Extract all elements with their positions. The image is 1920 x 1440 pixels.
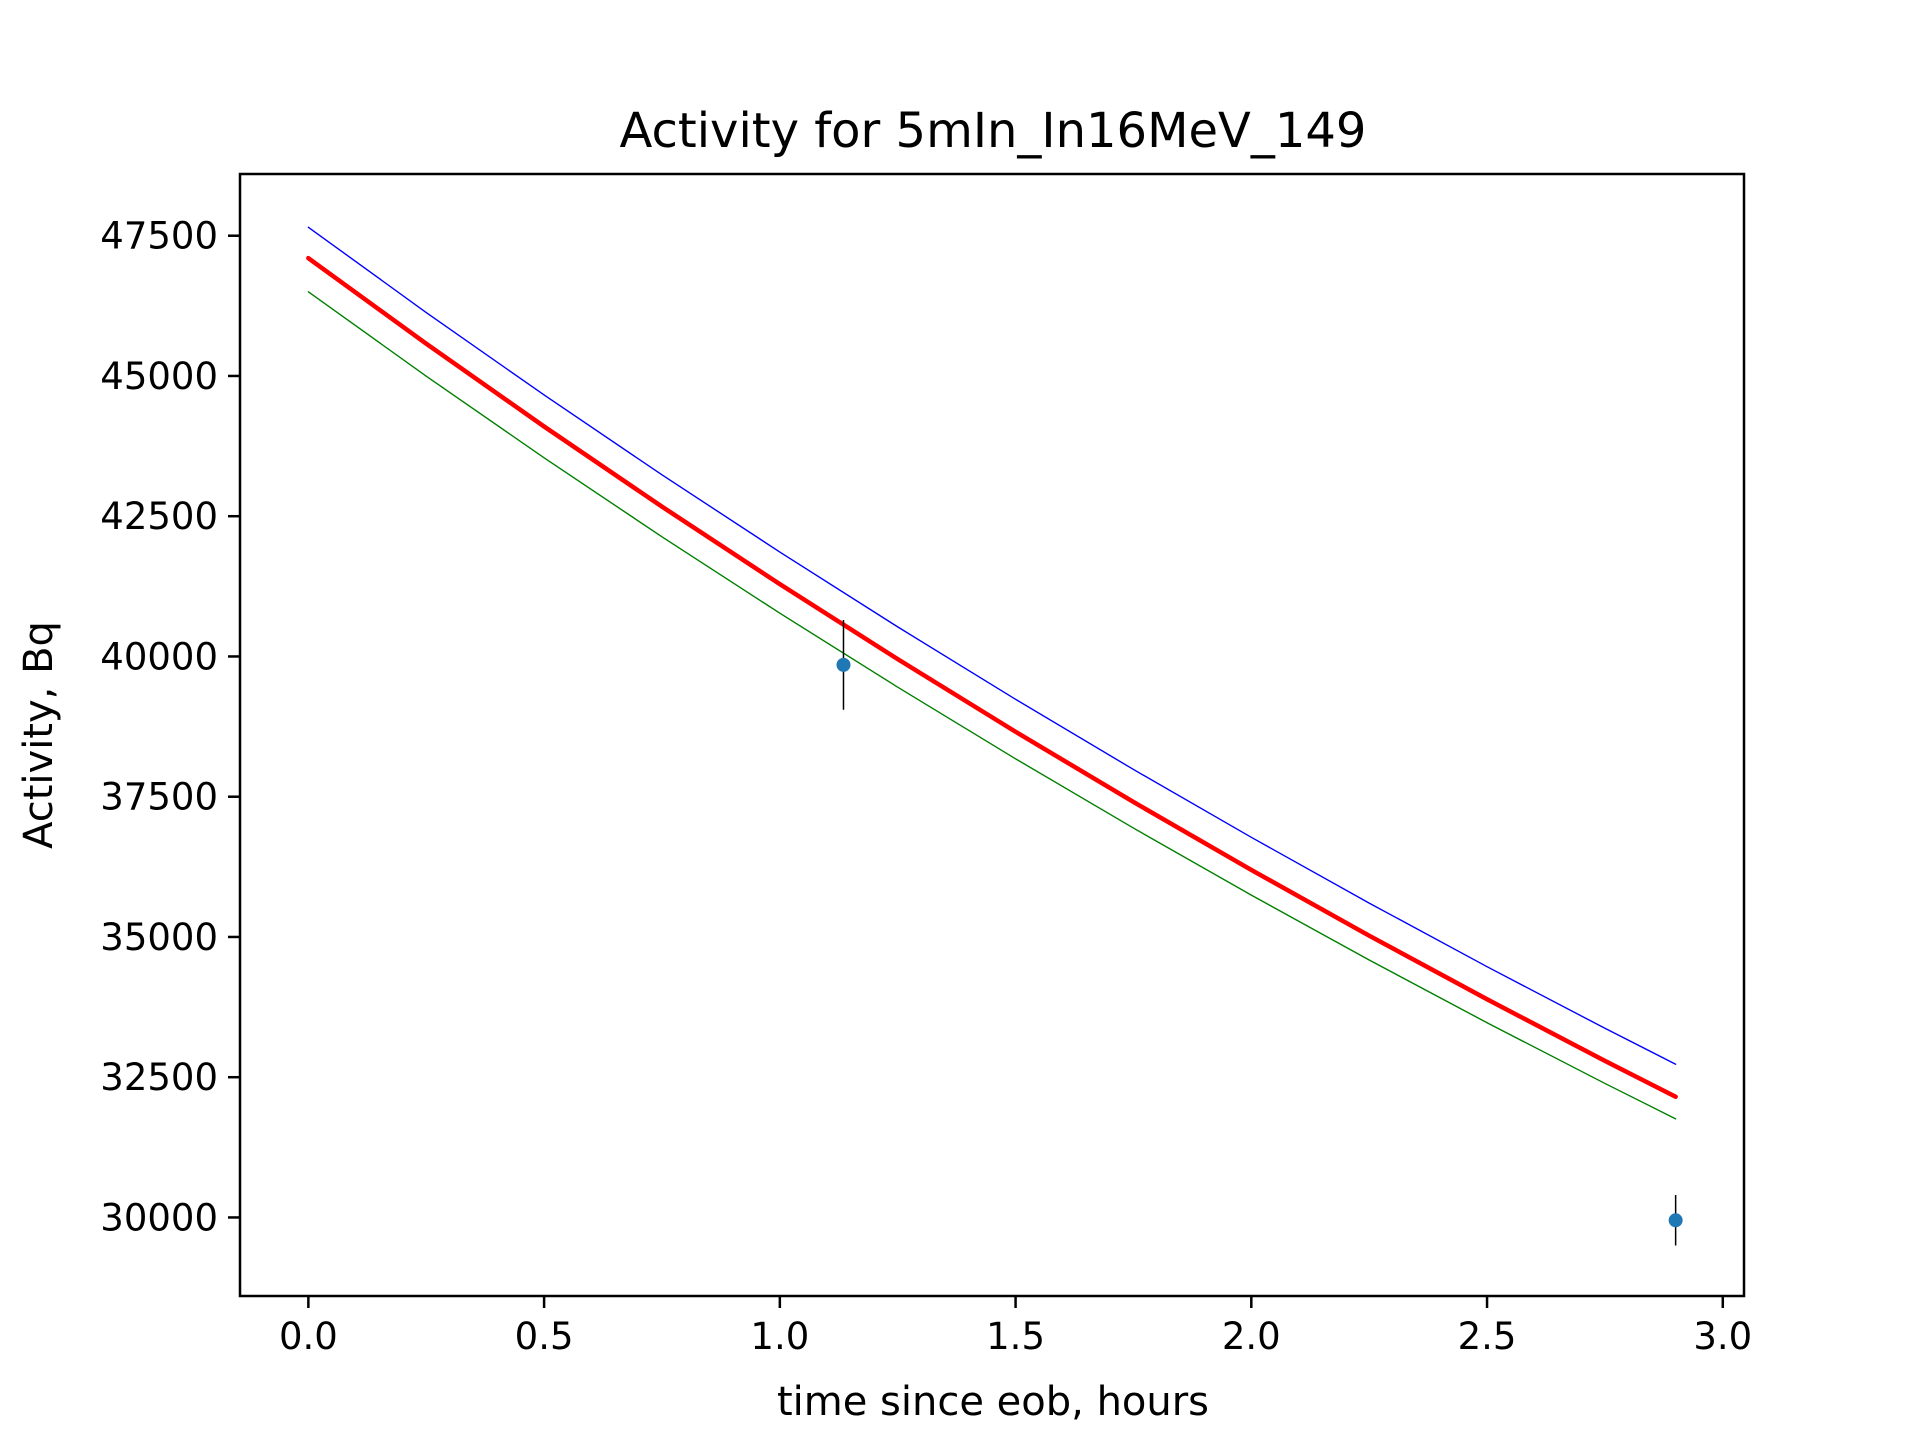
y-tick-label: 40000 <box>100 635 218 678</box>
curves-group <box>306 226 1678 1120</box>
data-point <box>1668 1213 1683 1228</box>
x-tick-label: 1.0 <box>750 1315 809 1358</box>
y-tick-label: 37500 <box>100 776 218 819</box>
x-tick-label: 1.5 <box>986 1315 1045 1358</box>
x-axis: 0.0 0.5 1.0 1.5 2.0 2.5 3.0 <box>279 1296 1752 1358</box>
data-points-group <box>836 619 1683 1246</box>
series-line-lower-bound <box>307 291 1677 1120</box>
data-point <box>836 657 851 672</box>
x-tick-label: 3.0 <box>1693 1315 1752 1358</box>
y-tick-label: 45000 <box>100 355 218 398</box>
y-tick-label: 42500 <box>100 495 218 538</box>
x-tick-label: 0.0 <box>279 1315 338 1358</box>
y-tick-label: 32500 <box>100 1056 218 1099</box>
x-tick-label: 0.5 <box>515 1315 574 1358</box>
x-tick-label: 2.0 <box>1222 1315 1281 1358</box>
y-tick-label: 47500 <box>100 215 218 258</box>
series-line-upper-bound <box>307 226 1677 1065</box>
chart-title: Activity for 5mIn_In16MeV_149 <box>620 103 1367 159</box>
plot-frame <box>238 172 1746 1298</box>
y-tick-label: 35000 <box>100 916 218 959</box>
series-line-fit <box>306 255 1678 1099</box>
x-axis-label: time since eob, hours <box>777 1379 1209 1425</box>
y-axis-label: Activity, Bq <box>16 621 62 849</box>
y-tick-label: 30000 <box>100 1196 218 1239</box>
x-tick-label: 2.5 <box>1458 1315 1517 1358</box>
y-axis: 30000 32500 35000 37500 40000 42500 45000 47500 <box>100 215 240 1239</box>
